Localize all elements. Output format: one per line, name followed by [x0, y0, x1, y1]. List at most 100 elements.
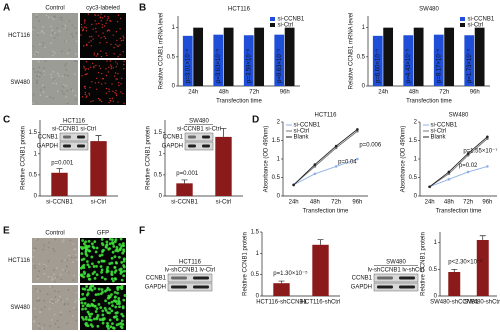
texture-dot [114, 72, 117, 74]
texture-dot [67, 271, 70, 273]
point [486, 137, 489, 140]
texture-dot [84, 69, 86, 71]
texture-dot [81, 239, 85, 242]
y-tick-label: 1.5 [29, 130, 38, 136]
texture-dot [48, 241, 50, 244]
y-tick-label: 1 [434, 240, 438, 246]
texture-dot [93, 270, 96, 274]
bar [213, 34, 224, 86]
x-tick-label: 24h [289, 200, 299, 206]
texture-dot [54, 277, 57, 279]
texture-dot [89, 323, 93, 327]
texture-dot [52, 82, 55, 85]
y-tick-label: 1.5 [154, 130, 163, 136]
texture-dot [36, 275, 39, 278]
texture-dot [38, 299, 41, 302]
texture-dot [114, 249, 118, 253]
texture-dot [83, 67, 85, 69]
texture-dot [52, 247, 55, 250]
texture-dot [105, 243, 108, 247]
y-tick-label: 0 [256, 294, 260, 300]
legend-swatch [460, 23, 465, 27]
texture-dot [86, 43, 88, 46]
texture-dot [110, 256, 114, 260]
texture-dot [101, 259, 105, 263]
texture-dot [87, 68, 90, 70]
texture-dot [82, 275, 85, 279]
texture-dot [110, 300, 114, 304]
texture-dot [58, 74, 60, 77]
texture-dot [72, 243, 75, 245]
texture-dot [123, 67, 125, 70]
p-value: p<2.30×10⁻⁵ [448, 259, 483, 266]
texture-dot [36, 238, 39, 241]
texture-dot [33, 319, 36, 322]
texture-dot [75, 258, 78, 261]
blot-membrane [184, 132, 214, 142]
texture-dot [117, 56, 119, 58]
texture-dot [113, 266, 117, 269]
texture-dot [65, 85, 68, 87]
blot-band [171, 276, 187, 280]
texture-dot [84, 73, 86, 76]
texture-dot [121, 314, 125, 318]
texture-dot [100, 37, 102, 39]
texture-dot [103, 25, 106, 27]
texture-dot [104, 308, 108, 312]
texture-dot [64, 270, 67, 272]
texture-dot [110, 270, 114, 274]
texture-dot [123, 102, 125, 104]
bar [274, 34, 285, 86]
texture-dot [85, 323, 88, 327]
texture-dot [107, 327, 110, 331]
texture-dot [114, 311, 118, 315]
point [313, 163, 317, 166]
texture-dot [97, 14, 99, 17]
texture-dot [39, 89, 42, 91]
texture-dot [66, 52, 69, 55]
texture-dot [85, 60, 88, 63]
texture-dot [108, 262, 112, 266]
texture-dot [93, 240, 97, 243]
texture-dot [95, 77, 98, 80]
legend-label: si-CCNB1 [468, 17, 495, 23]
point [356, 128, 359, 131]
y-tick-label: 1 [256, 251, 260, 257]
p-value: p=9.63×10⁻⁵ [276, 48, 283, 83]
blot-band-label: CCNB1 [146, 276, 167, 282]
texture-dot [103, 306, 107, 310]
texture-dot [91, 23, 93, 26]
texture-dot [55, 301, 57, 303]
p-value: p=0.04 [338, 160, 357, 166]
texture-dot [38, 75, 41, 78]
texture-dot [50, 34, 53, 37]
texture-dot [62, 239, 65, 241]
point [356, 129, 359, 133]
texture-dot [52, 50, 54, 53]
chart-title: SW480 [419, 7, 439, 13]
blot-band [399, 285, 415, 289]
texture-dot [68, 254, 71, 257]
legend-swatch [270, 23, 275, 27]
texture-dot [106, 296, 110, 300]
texture-dot [115, 93, 117, 95]
texture-dot [108, 29, 110, 31]
y-tick-label: 0.5 [154, 172, 163, 178]
texture-dot [66, 28, 68, 31]
texture-dot [110, 43, 112, 46]
texture-dot [86, 73, 88, 75]
texture-dot [80, 315, 84, 319]
blot-membrane [167, 273, 213, 283]
texture-dot [81, 30, 84, 32]
x-tick-label: 96h [352, 200, 362, 206]
texture-dot [87, 277, 91, 281]
y-tick-label: 0.5 [272, 175, 281, 181]
texture-dot [115, 245, 119, 249]
texture-dot [120, 91, 122, 93]
texture-dot [91, 81, 93, 83]
texture-dot [95, 316, 99, 319]
y-tick-label: 1.5 [251, 230, 260, 236]
texture-dot [51, 31, 54, 34]
texture-dot [68, 20, 71, 23]
texture-dot [39, 327, 41, 330]
